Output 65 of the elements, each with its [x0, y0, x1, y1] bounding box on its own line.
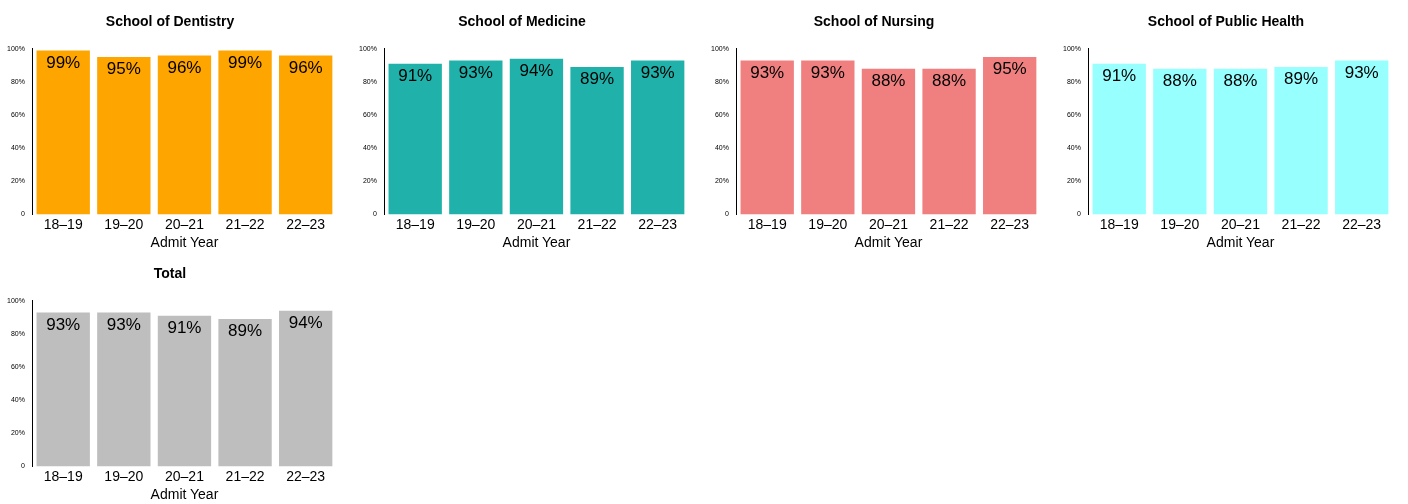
data-label: 99% [46, 52, 81, 72]
data-label: 88% [932, 70, 967, 90]
data-label: 91% [398, 65, 433, 85]
x-tick-label: 19–20 [1160, 215, 1200, 232]
x-axis-title: Admit Year [502, 234, 571, 251]
data-label: 93% [46, 314, 81, 334]
x-tick-label: 18–19 [1099, 215, 1139, 232]
x-tick-label: 21–22 [1281, 215, 1321, 232]
x-axis-title: Admit Year [854, 234, 923, 251]
bar [1153, 68, 1207, 215]
data-label: 94% [288, 312, 323, 332]
x-tick-label: 21–22 [929, 215, 969, 232]
data-label: 93% [106, 314, 141, 334]
data-label: 93% [810, 62, 845, 82]
x-tick-label: 20–21 [868, 215, 909, 232]
data-label: 88% [871, 70, 906, 90]
data-label: 95% [992, 59, 1027, 79]
data-label: 99% [228, 52, 263, 72]
x-tick-label: 19–20 [104, 215, 144, 232]
data-label: 95% [106, 59, 141, 79]
chart-title: School of Dentistry [105, 13, 235, 30]
x-tick-label: 20–21 [516, 215, 557, 232]
x-tick-label: 22–23 [638, 215, 678, 232]
x-tick-label: 20–21 [164, 215, 205, 232]
x-tick-label: 22–23 [1342, 215, 1382, 232]
x-tick-label: 22–23 [990, 215, 1030, 232]
chart-title: School of Nursing [813, 13, 935, 30]
data-label: 93% [640, 62, 675, 82]
data-label: 93% [458, 62, 493, 82]
data-label: 88% [1223, 70, 1258, 90]
data-label: 96% [167, 57, 202, 77]
bar [1213, 68, 1268, 215]
data-label: 89% [580, 69, 615, 89]
data-label: 94% [519, 60, 554, 80]
data-label: 96% [288, 57, 323, 77]
data-label: 88% [1162, 70, 1197, 90]
x-tick-label: 19–20 [104, 467, 144, 484]
data-label: 91% [1102, 65, 1137, 85]
chart-title: School of Medicine [458, 13, 586, 30]
x-tick-label: 18–19 [43, 215, 83, 232]
data-label: 89% [228, 321, 263, 341]
x-tick-label: 18–19 [43, 467, 83, 484]
data-label: 91% [167, 317, 202, 337]
x-tick-label: 18–19 [395, 215, 435, 232]
data-label: 89% [1284, 69, 1319, 89]
x-tick-label: 21–22 [225, 467, 265, 484]
x-tick-label: 21–22 [225, 215, 265, 232]
x-tick-label: 21–22 [577, 215, 617, 232]
x-axis-title: Admit Year [150, 234, 219, 251]
bar [1092, 63, 1146, 215]
bar [1335, 60, 1389, 215]
data-label: 93% [750, 62, 785, 82]
x-tick-label: 18–19 [747, 215, 787, 232]
data-label: 93% [1344, 62, 1379, 82]
x-tick-label: 20–21 [1220, 215, 1261, 232]
x-tick-label: 22–23 [286, 467, 326, 484]
x-tick-label: 20–21 [164, 467, 205, 484]
x-tick-label: 22–23 [286, 215, 326, 232]
bar [1274, 67, 1328, 215]
chart-title: School of Public Health [1147, 13, 1305, 30]
x-axis-title: Admit Year [1206, 234, 1275, 251]
chart-title: Total [153, 265, 187, 282]
x-axis-title: Admit Year [150, 486, 219, 503]
x-tick-label: 19–20 [808, 215, 848, 232]
x-tick-label: 19–20 [456, 215, 496, 232]
